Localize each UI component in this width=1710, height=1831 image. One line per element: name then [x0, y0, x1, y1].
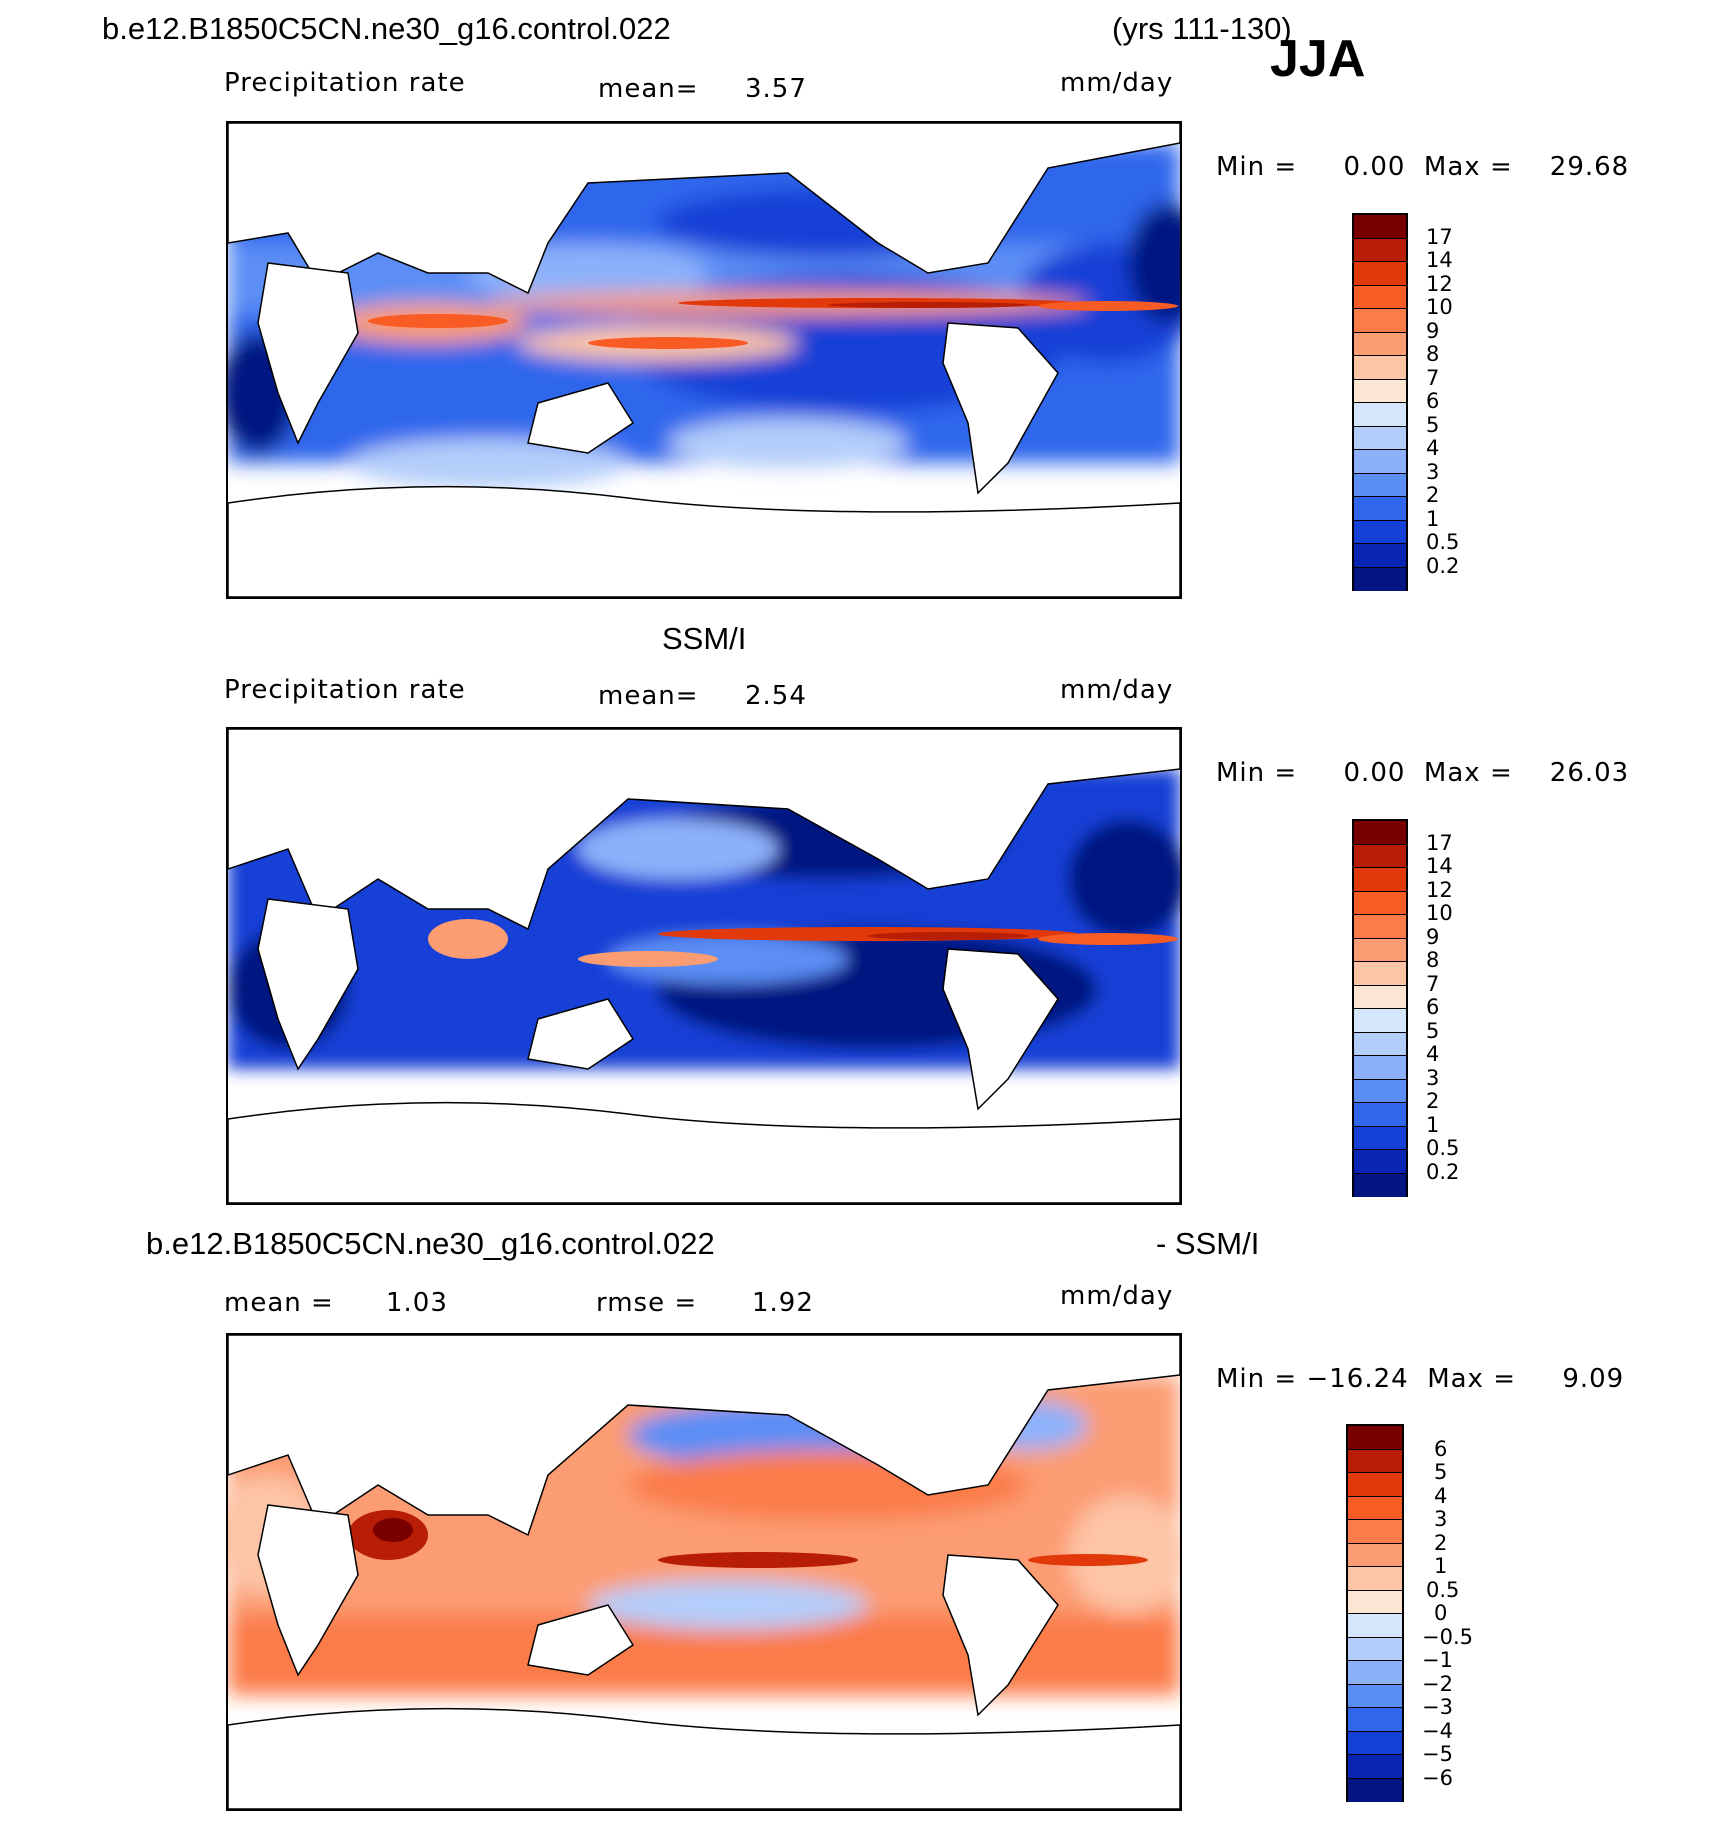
colorbar-tick: −5	[1422, 1742, 1453, 1766]
panel1-precip-field	[228, 123, 1180, 597]
colorbar-tick: 10	[1426, 295, 1453, 319]
panel3-mean-value: 1.03	[386, 1288, 448, 1318]
panel3-colorbar	[1346, 1424, 1404, 1802]
panel1-map	[226, 121, 1182, 599]
colorbar-tick: 5	[1434, 1460, 1448, 1484]
colorbar-tick: 10	[1426, 901, 1453, 925]
colorbar-tick: −4	[1422, 1719, 1453, 1743]
years-label: (yrs 111-130)	[1112, 11, 1292, 46]
colorbar-tick: 5	[1426, 1019, 1440, 1043]
colorbar-tick: 3	[1426, 460, 1440, 484]
colorbar-tick: 8	[1426, 948, 1440, 972]
panel2-variable: Precipitation rate	[224, 675, 466, 705]
panel2-colorbar	[1352, 819, 1408, 1197]
colorbar-tick: −6	[1422, 1766, 1453, 1790]
panel2-min-max: Min = 0.00 Max = 26.03	[1216, 758, 1630, 788]
colorbar-tick: 9	[1426, 925, 1440, 949]
panel3-map	[226, 1333, 1182, 1811]
colorbar-tick: 1	[1434, 1554, 1448, 1578]
colorbar-tick: 4	[1426, 1042, 1440, 1066]
season-label: JJA	[1270, 30, 1366, 88]
panel3-units: mm/day	[1060, 1281, 1174, 1311]
colorbar-tick: 0.5	[1426, 1136, 1460, 1160]
panel1-colorbar	[1352, 213, 1408, 591]
colorbar-tick: 1	[1426, 1113, 1440, 1137]
case-title: b.e12.B1850C5CN.ne30_g16.control.022	[102, 11, 671, 46]
panel2-title: SSM/I	[662, 621, 747, 656]
colorbar-tick: 2	[1426, 483, 1440, 507]
panel3-title-left: b.e12.B1850C5CN.ne30_g16.control.022	[146, 1226, 715, 1261]
colorbar-tick: 6	[1426, 389, 1440, 413]
panel1-mean-label: mean=	[598, 74, 699, 104]
panel3-title-right: - SSM/I	[1156, 1226, 1260, 1261]
colorbar-tick: 17	[1426, 225, 1453, 249]
colorbar-tick: 3	[1434, 1507, 1448, 1531]
colorbar-tick: 2	[1434, 1531, 1448, 1555]
colorbar-tick: 7	[1426, 972, 1440, 996]
panel2-units: mm/day	[1060, 675, 1174, 705]
colorbar-tick: 7	[1426, 366, 1440, 390]
colorbar-tick: 0.2	[1426, 1160, 1460, 1184]
colorbar-tick: 17	[1426, 831, 1453, 855]
panel3-min-max: Min = −16.24 Max = 9.09	[1216, 1364, 1625, 1394]
panel2-mean-value: 2.54	[745, 681, 807, 711]
colorbar-tick: −3	[1422, 1695, 1453, 1719]
colorbar-tick: 12	[1426, 878, 1453, 902]
panel1-mean-value: 3.57	[745, 74, 807, 104]
colorbar-tick: 5	[1426, 413, 1440, 437]
colorbar-tick: −1	[1422, 1648, 1453, 1672]
colorbar-tick: 0.2	[1426, 554, 1460, 578]
panel2-mean-label: mean=	[598, 681, 699, 711]
panel3-mean-label: mean =	[224, 1288, 334, 1318]
panel1-min-max: Min = 0.00 Max = 29.68	[1216, 152, 1630, 182]
colorbar-tick: 6	[1434, 1437, 1448, 1461]
colorbar-tick: 0	[1434, 1601, 1448, 1625]
colorbar-tick: 14	[1426, 854, 1453, 878]
colorbar-tick: −0.5	[1422, 1625, 1473, 1649]
colorbar-tick: −2	[1422, 1672, 1453, 1696]
panel2-precip-field	[228, 729, 1180, 1203]
panel3-diff-field	[228, 1335, 1180, 1809]
panel2-map	[226, 727, 1182, 1205]
panel1-variable: Precipitation rate	[224, 68, 466, 98]
colorbar-tick: 3	[1426, 1066, 1440, 1090]
colorbar-tick: 9	[1426, 319, 1440, 343]
panel3-rmse-value: 1.92	[752, 1288, 814, 1318]
colorbar-tick: 4	[1426, 436, 1440, 460]
colorbar-tick: 12	[1426, 272, 1453, 296]
colorbar-tick: 0.5	[1426, 530, 1460, 554]
colorbar-tick: 2	[1426, 1089, 1440, 1113]
panel3-rmse-label: rmse =	[596, 1288, 698, 1318]
colorbar-tick: 4	[1434, 1484, 1448, 1508]
colorbar-tick: 6	[1426, 995, 1440, 1019]
colorbar-tick: 14	[1426, 248, 1453, 272]
colorbar-tick: 8	[1426, 342, 1440, 366]
colorbar-tick: 1	[1426, 507, 1440, 531]
panel1-units: mm/day	[1060, 68, 1174, 98]
colorbar-tick: 0.5	[1426, 1578, 1460, 1602]
